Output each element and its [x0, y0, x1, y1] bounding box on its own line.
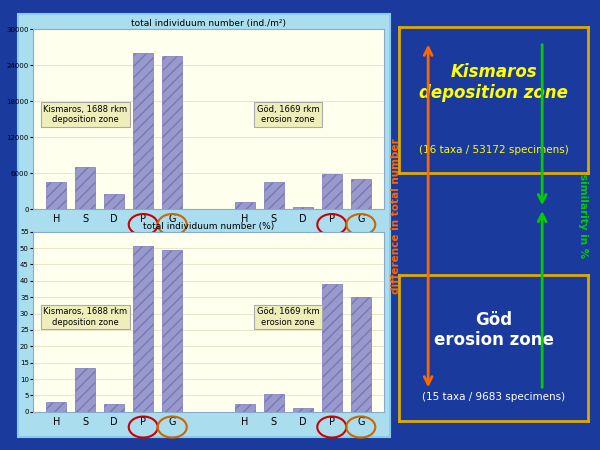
Bar — [104, 194, 124, 209]
Bar — [75, 167, 95, 209]
Text: Kismaros
deposition zone: Kismaros deposition zone — [419, 63, 568, 102]
Bar — [46, 182, 67, 209]
Bar — [133, 53, 154, 209]
Bar — [235, 202, 255, 209]
Bar — [322, 284, 342, 412]
Text: Göd
erosion zone: Göd erosion zone — [434, 310, 553, 350]
Text: similarity in %: similarity in % — [578, 174, 588, 258]
Text: Kismaros, 1688 rkm
deposition zone: Kismaros, 1688 rkm deposition zone — [43, 307, 127, 327]
Bar — [322, 175, 342, 209]
Bar — [293, 409, 313, 412]
Bar — [162, 250, 182, 412]
Title: total individuum number (%): total individuum number (%) — [143, 222, 274, 231]
Text: difference in total number: difference in total number — [391, 138, 401, 294]
Text: Kismaros, 1688 rkm
deposition zone: Kismaros, 1688 rkm deposition zone — [43, 105, 127, 124]
Bar — [162, 56, 182, 209]
Text: (16 taxa / 53172 specimens): (16 taxa / 53172 specimens) — [419, 145, 568, 155]
Bar — [46, 402, 67, 412]
Text: Göd, 1669 rkm
erosion zone: Göd, 1669 rkm erosion zone — [257, 307, 320, 327]
Text: (15 taxa / 9683 specimens): (15 taxa / 9683 specimens) — [422, 392, 565, 402]
Bar — [350, 179, 371, 209]
Bar — [104, 404, 124, 412]
Title: total individuum number (ind./m²): total individuum number (ind./m²) — [131, 19, 286, 28]
Bar — [133, 247, 154, 412]
Bar — [350, 297, 371, 412]
Bar — [263, 182, 284, 209]
Bar — [293, 207, 313, 209]
Bar — [75, 368, 95, 412]
Bar — [235, 404, 255, 412]
Text: Göd, 1669 rkm
erosion zone: Göd, 1669 rkm erosion zone — [257, 105, 320, 124]
Bar — [263, 394, 284, 412]
